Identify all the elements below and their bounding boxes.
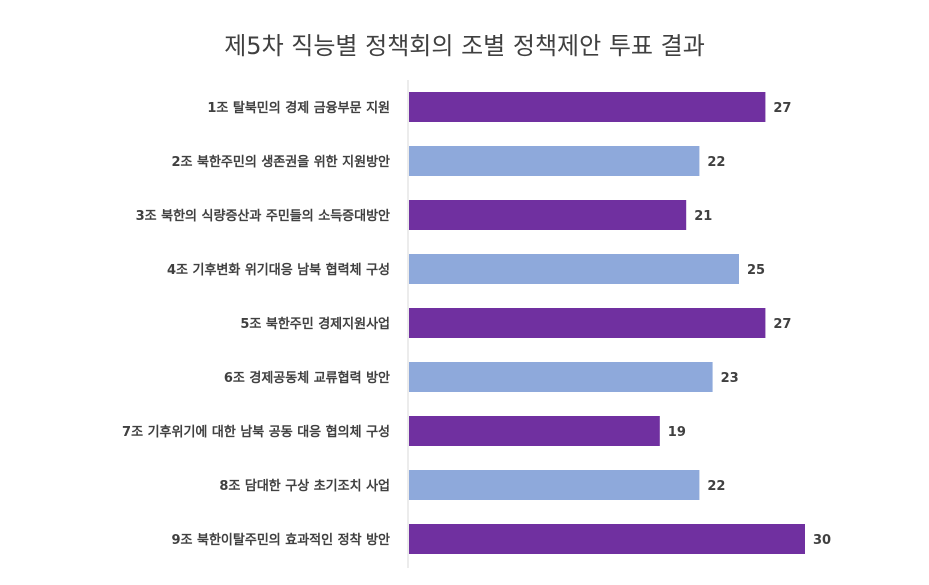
value-label-3: 21 bbox=[694, 209, 712, 224]
value-labels-group: 27 22 21 25 27 23 19 22 30 bbox=[668, 101, 831, 548]
category-label-5: 5조 북한주민 경제지원사업 bbox=[240, 316, 390, 332]
value-label-2: 22 bbox=[707, 155, 725, 170]
category-label-9: 9조 북한이탈주민의 효과적인 정착 방안 bbox=[171, 532, 390, 548]
category-label-2: 2조 북한주민의 생존권을 위한 지원방안 bbox=[171, 154, 390, 170]
category-label-3: 3조 북한의 식량증산과 주민들의 소득증대방안 bbox=[136, 208, 390, 224]
value-label-7: 19 bbox=[668, 425, 686, 440]
bar-4 bbox=[409, 254, 739, 284]
bar-1 bbox=[409, 92, 766, 122]
category-label-7: 7조 기후위기에 대한 남북 공동 대응 협의체 구성 bbox=[122, 424, 390, 440]
bar-2 bbox=[409, 146, 700, 176]
bar-8 bbox=[409, 470, 700, 500]
value-label-4: 25 bbox=[747, 263, 765, 278]
category-label-1: 1조 탈북민의 경제 금융부문 지원 bbox=[207, 100, 390, 116]
bars-group bbox=[409, 92, 805, 554]
bar-3 bbox=[409, 200, 687, 230]
category-label-4: 4조 기후변화 위기대응 남북 협력체 구성 bbox=[167, 262, 390, 278]
category-labels-group: 1조 탈북민의 경제 금융부문 지원 2조 북한주민의 생존권을 위한 지원방안 3… bbox=[122, 100, 390, 548]
chart-title: 제5차 직능별 정책회의 조별 정책제안 투표 결과 bbox=[224, 32, 705, 60]
value-label-8: 22 bbox=[707, 479, 725, 494]
category-label-6: 6조 경제공동체 교류협력 방안 bbox=[224, 370, 390, 386]
bar-6 bbox=[409, 362, 713, 392]
value-label-5: 27 bbox=[773, 317, 791, 332]
category-label-8: 8조 담대한 구상 초기조치 사업 bbox=[219, 478, 390, 494]
value-label-6: 23 bbox=[721, 371, 739, 386]
value-label-1: 27 bbox=[773, 101, 791, 116]
value-label-9: 30 bbox=[813, 533, 831, 548]
bar-9 bbox=[409, 524, 805, 554]
bar-7 bbox=[409, 416, 660, 446]
bar-5 bbox=[409, 308, 766, 338]
